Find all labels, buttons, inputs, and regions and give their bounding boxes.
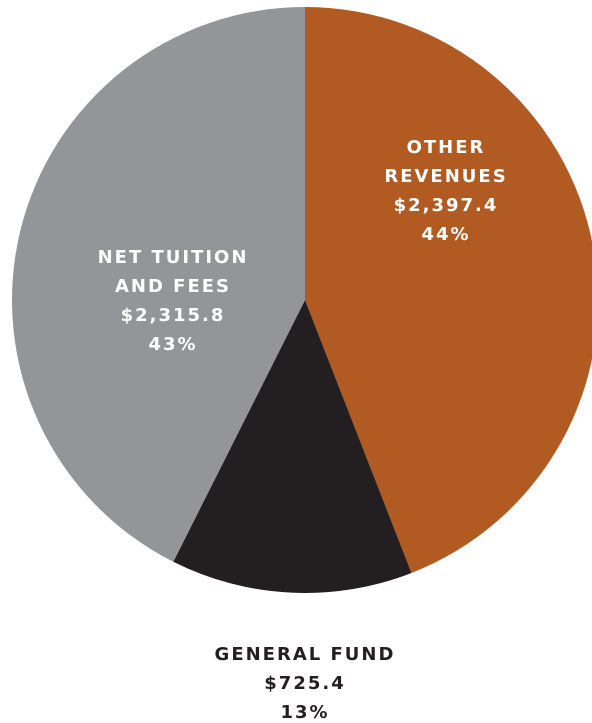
slice-label: REVENUES bbox=[384, 166, 507, 187]
slice-label: $725.4 bbox=[264, 673, 345, 694]
slice-label: 43% bbox=[148, 334, 197, 355]
slice-label: NET TUITION bbox=[98, 247, 249, 268]
pie-slice bbox=[305, 7, 592, 573]
slice-label: 44% bbox=[421, 224, 470, 245]
slice-label: AND FEES bbox=[115, 276, 231, 297]
slice-label: $2,315.8 bbox=[121, 305, 226, 326]
slice-label: 13% bbox=[280, 702, 329, 723]
pie-slice bbox=[173, 300, 412, 593]
slice-label: $2,397.4 bbox=[394, 195, 499, 216]
slice-label: OTHER bbox=[407, 137, 486, 158]
pie-slice bbox=[12, 7, 306, 562]
slice-label: GENERAL FUND bbox=[215, 644, 396, 665]
